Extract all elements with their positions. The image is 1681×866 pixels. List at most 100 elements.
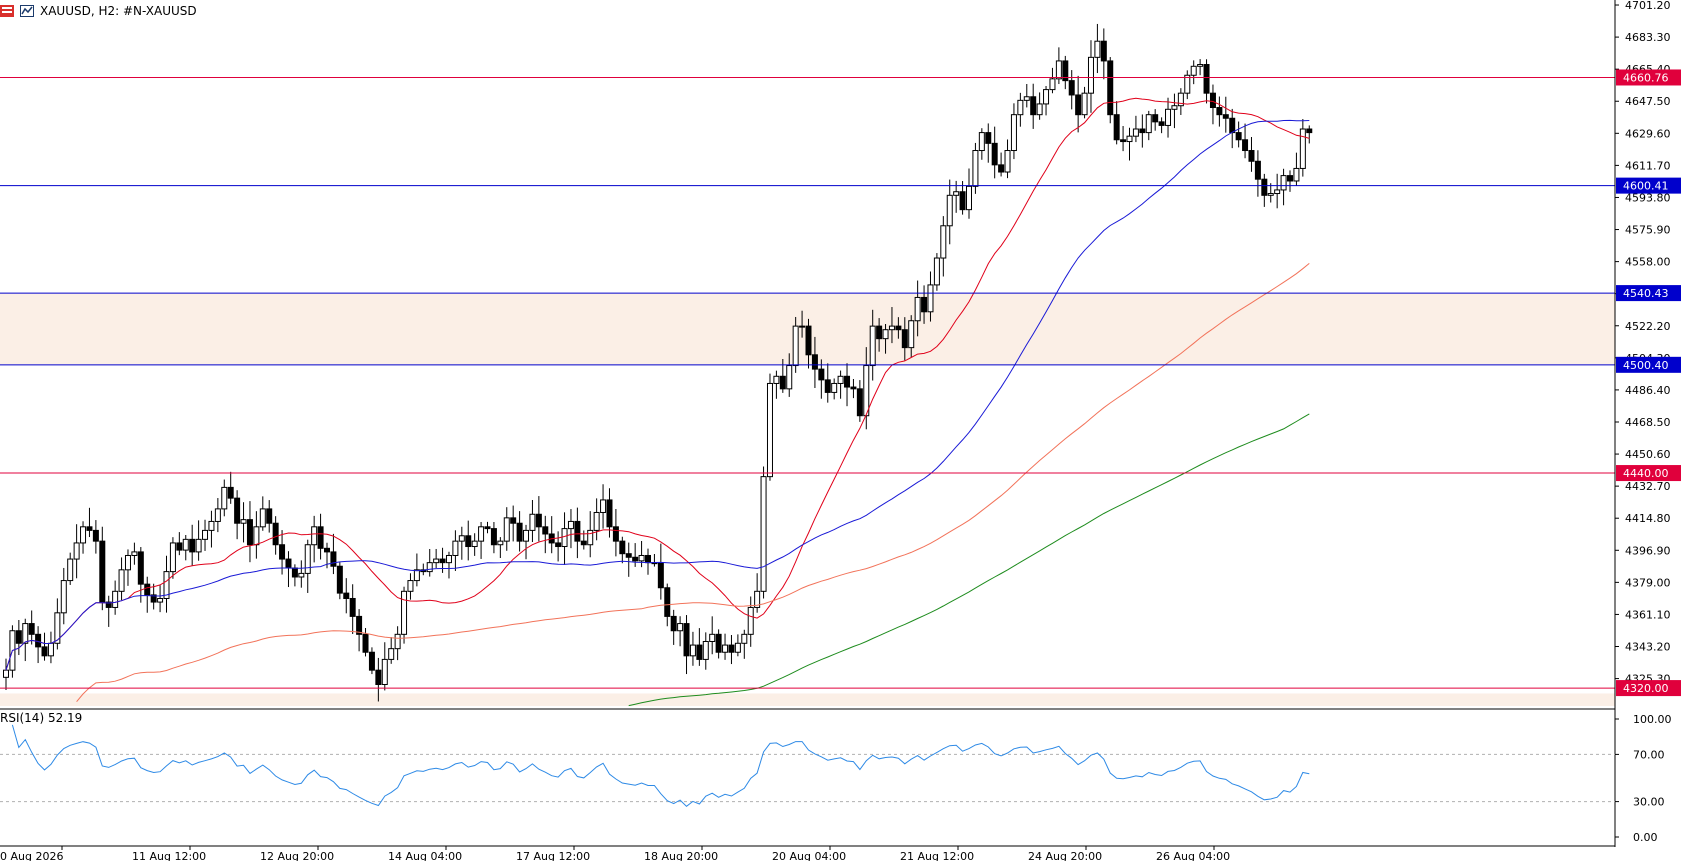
candle-body (760, 476, 767, 592)
candle-body (304, 544, 311, 574)
candle-body (587, 529, 594, 546)
candle-body (150, 594, 157, 603)
candle-body (176, 542, 183, 551)
candle-body (124, 554, 131, 571)
rsi-tick-label: 70.00 (1633, 748, 1665, 761)
candle-body (1062, 60, 1069, 82)
candle-body (567, 520, 574, 530)
level-tag-label: 4540.43 (1623, 287, 1669, 300)
candle-body (1139, 128, 1146, 134)
candle-body (657, 562, 664, 589)
candle-body (824, 379, 831, 393)
candle-body (1177, 92, 1184, 107)
time-label: 12 Aug 20:00 (260, 850, 334, 861)
price-tick-label: 4558.00 (1625, 256, 1671, 269)
candle-body (105, 601, 112, 608)
candle-body (876, 325, 883, 340)
candle-body (946, 194, 953, 227)
candle-body (612, 526, 619, 542)
candle-body (747, 606, 754, 635)
candle-body (1203, 64, 1210, 94)
candle-body (1306, 128, 1313, 134)
candle-body (516, 522, 523, 542)
candle-body (811, 354, 818, 370)
candle-body (696, 644, 703, 660)
candle-body (1287, 175, 1293, 182)
candle-body (888, 325, 895, 331)
candle-body (1152, 114, 1159, 123)
chart-menu-icon[interactable] (0, 5, 14, 17)
candle-body (131, 551, 138, 556)
price-tick-label: 4575.90 (1625, 224, 1671, 237)
candle-body (818, 368, 825, 381)
candle-body (1055, 60, 1062, 80)
candle-body (561, 528, 568, 548)
candle-body (67, 558, 74, 582)
price-tick-label: 4432.70 (1625, 480, 1671, 493)
candle-body (259, 508, 266, 528)
time-label: 11 Aug 12:00 (132, 850, 206, 861)
candle-body (112, 590, 119, 608)
candle-body (1049, 78, 1056, 91)
candle-body (1023, 96, 1030, 101)
candle-body (214, 508, 221, 522)
candle-body (831, 382, 838, 393)
chart-type-icon[interactable] (20, 5, 34, 17)
rsi-label: RSI(14) 52.19 (0, 711, 83, 725)
candle-body (99, 540, 106, 603)
candle-body (1235, 132, 1242, 141)
candle-body (1242, 139, 1249, 152)
candle-body (600, 499, 607, 513)
candle-body (529, 513, 536, 531)
candle-body (1120, 139, 1127, 143)
candle-body (54, 612, 61, 644)
candle-body (169, 542, 176, 573)
candle-body (921, 296, 928, 313)
candle-body (1145, 114, 1152, 134)
candle-body (786, 365, 793, 390)
time-label: 24 Aug 20:00 (1028, 850, 1102, 861)
candle-body (458, 535, 465, 542)
candle-body (510, 517, 517, 524)
candle-body (863, 365, 870, 417)
candle-body (317, 526, 324, 549)
level-tag (1616, 69, 1681, 86)
candle-body (452, 540, 459, 556)
rsi-tick-label: 0.00 (1633, 831, 1658, 844)
level-tag-label: 4660.76 (1623, 71, 1669, 84)
candle-body (959, 191, 966, 211)
candle-body (1171, 105, 1178, 110)
candle-body (503, 517, 510, 542)
candle-body (1299, 128, 1306, 169)
candle-body (22, 623, 29, 644)
candle-body (240, 519, 247, 524)
candle-body (927, 284, 934, 313)
candle-body (625, 553, 632, 558)
candle-body (163, 571, 170, 599)
candle-body (1197, 64, 1204, 67)
candle-body (227, 486, 234, 499)
price-tick-label: 4486.40 (1625, 384, 1671, 397)
zone-1 (0, 693, 1615, 706)
candle-body (966, 185, 972, 211)
candle-body (311, 526, 318, 546)
candle-body (1229, 117, 1236, 134)
candle-body (1113, 114, 1120, 141)
candle-body (137, 551, 144, 585)
candle-body (606, 499, 613, 528)
candle-body (523, 529, 530, 542)
candle-body (1209, 92, 1216, 109)
level-tag (1616, 680, 1681, 697)
candle-body (433, 558, 440, 564)
price-tick-label: 4396.90 (1625, 544, 1671, 557)
candle-body (356, 615, 363, 635)
candle-body (869, 325, 876, 367)
candle-body (799, 325, 806, 328)
candle-body (766, 382, 773, 478)
candle-body (792, 325, 799, 367)
candle-body (709, 633, 716, 642)
candle-body (388, 648, 395, 660)
rsi-line (11, 724, 1310, 807)
